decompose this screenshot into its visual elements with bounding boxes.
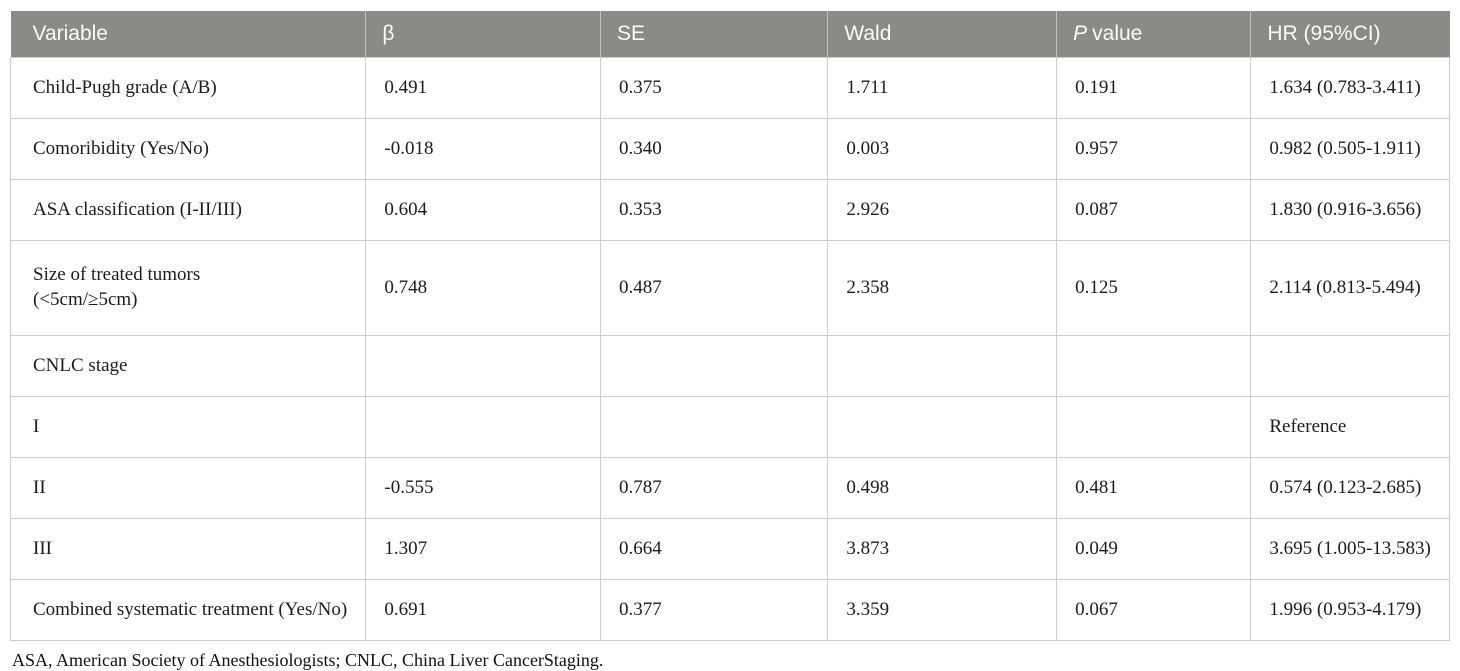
cell-p-value: 0.481 bbox=[1056, 457, 1252, 519]
cell-beta bbox=[365, 335, 601, 397]
cell-variable: Size of treated tumors (<5cm/≥5cm) bbox=[9, 240, 367, 336]
cell-hr bbox=[1250, 335, 1450, 397]
cell-beta: 0.748 bbox=[365, 240, 601, 336]
cell-hr: Reference bbox=[1250, 396, 1450, 458]
cell-hr: 1.830 (0.916-3.656) bbox=[1250, 179, 1450, 241]
cell-se: 0.487 bbox=[599, 240, 829, 336]
cell-wald: 3.873 bbox=[827, 518, 1058, 580]
col-header-beta: β bbox=[365, 11, 601, 58]
cell-p-value: 0.125 bbox=[1056, 240, 1252, 336]
col-header-variable: Variable bbox=[10, 11, 366, 58]
p-value-rest: value bbox=[1092, 22, 1143, 45]
cell-beta: -0.555 bbox=[365, 457, 601, 519]
cell-hr: 1.996 (0.953-4.179) bbox=[1250, 579, 1450, 641]
cell-beta: 0.691 bbox=[365, 579, 601, 641]
cell-se: 0.377 bbox=[599, 579, 829, 641]
cell-p-value: 0.049 bbox=[1056, 518, 1252, 580]
table-row-combined-treatment: Combined systematic treatment (Yes/No) 0… bbox=[9, 579, 1450, 641]
cell-se: 0.664 bbox=[599, 518, 829, 580]
cell-se: 0.375 bbox=[599, 57, 829, 119]
cell-se bbox=[599, 335, 829, 397]
cell-p-value: 0.067 bbox=[1056, 579, 1252, 641]
cell-wald: 3.359 bbox=[827, 579, 1058, 641]
table-row-child-pugh: Child-Pugh grade (A/B) 0.491 0.375 1.711… bbox=[9, 57, 1450, 119]
cell-variable: II bbox=[9, 457, 367, 519]
p-value-italic: P bbox=[1073, 22, 1088, 45]
table-row-stage-ii: II -0.555 0.787 0.498 0.481 0.574 (0.123… bbox=[9, 457, 1450, 519]
cell-hr: 0.574 (0.123-2.685) bbox=[1250, 457, 1450, 519]
cell-beta: 0.491 bbox=[365, 57, 601, 119]
cell-wald bbox=[827, 396, 1058, 458]
cell-wald: 0.498 bbox=[827, 457, 1058, 519]
col-header-se: SE bbox=[599, 11, 828, 58]
cell-p-value: 0.957 bbox=[1056, 118, 1252, 180]
table-row-stage-iii: III 1.307 0.664 3.873 0.049 3.695 (1.005… bbox=[9, 518, 1450, 580]
cell-wald: 1.711 bbox=[827, 57, 1058, 119]
table-row-comorbidity: Comoribidity (Yes/No) -0.018 0.340 0.003… bbox=[9, 118, 1450, 180]
table-row-cnlc-stage: CNLC stage bbox=[9, 335, 1450, 397]
cell-se bbox=[599, 396, 829, 458]
table-row-stage-i: I Reference bbox=[9, 396, 1450, 458]
cell-wald: 2.926 bbox=[827, 179, 1058, 241]
cell-beta: 0.604 bbox=[365, 179, 601, 241]
cell-hr: 2.114 (0.813-5.494) bbox=[1250, 240, 1450, 336]
cell-variable: Comoribidity (Yes/No) bbox=[9, 118, 367, 180]
cell-variable: Combined systematic treatment (Yes/No) bbox=[9, 579, 367, 641]
cell-hr: 3.695 (1.005-13.583) bbox=[1250, 518, 1450, 580]
cell-p-value bbox=[1056, 396, 1252, 458]
col-header-wald: Wald bbox=[827, 11, 1057, 58]
table-row-tumor-size: Size of treated tumors (<5cm/≥5cm) 0.748… bbox=[9, 240, 1450, 336]
cell-wald: 0.003 bbox=[827, 118, 1058, 180]
cell-wald: 2.358 bbox=[827, 240, 1058, 336]
cell-variable: ASA classification (I-II/III) bbox=[9, 179, 367, 241]
cell-se: 0.787 bbox=[599, 457, 829, 519]
cell-beta bbox=[365, 396, 601, 458]
cell-variable: Child-Pugh grade (A/B) bbox=[9, 57, 367, 119]
cell-p-value: 0.191 bbox=[1056, 57, 1252, 119]
cell-hr: 0.982 (0.505-1.911) bbox=[1250, 118, 1450, 180]
cell-hr: 1.634 (0.783-3.411) bbox=[1250, 57, 1450, 119]
cell-p-value bbox=[1056, 335, 1252, 397]
cell-variable: I bbox=[9, 396, 367, 458]
cell-beta: -0.018 bbox=[365, 118, 601, 180]
cell-beta: 1.307 bbox=[365, 518, 601, 580]
cell-variable: III bbox=[9, 518, 367, 580]
table-row-asa-classification: ASA classification (I-II/III) 0.604 0.35… bbox=[9, 179, 1450, 241]
cell-variable: CNLC stage bbox=[9, 335, 367, 397]
cell-wald bbox=[827, 335, 1058, 397]
cell-se: 0.340 bbox=[599, 118, 829, 180]
cell-se: 0.353 bbox=[599, 179, 829, 241]
col-header-hr: HR (95%CI) bbox=[1250, 11, 1450, 58]
table-footnote: ASA, American Society of Anesthesiologis… bbox=[12, 650, 604, 670]
cell-p-value: 0.087 bbox=[1056, 179, 1252, 241]
